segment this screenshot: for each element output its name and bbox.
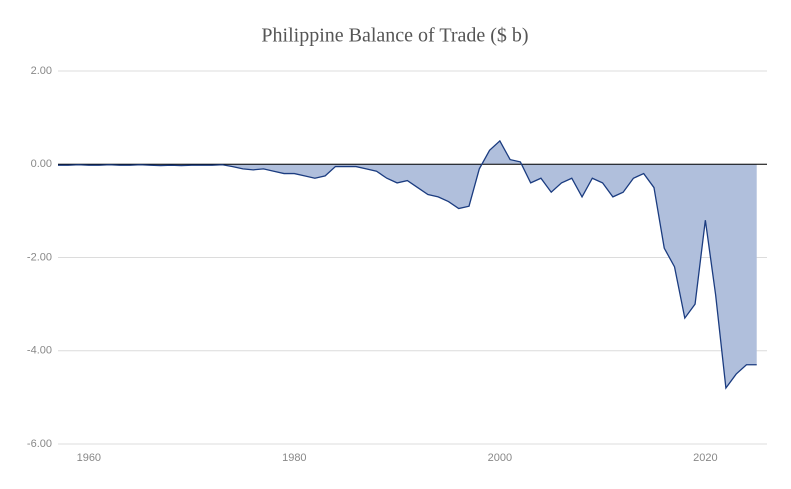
y-tick-label: 0.00 xyxy=(31,158,52,170)
line xyxy=(58,139,757,390)
x-tick-label: 2020 xyxy=(693,452,717,464)
chart-title: Philippine Balance of Trade ($ b) xyxy=(261,25,528,47)
x-tick-label: 1960 xyxy=(77,452,101,464)
x-tick-label: 1980 xyxy=(282,452,306,464)
x-tick-label: 2000 xyxy=(488,452,512,464)
area xyxy=(58,140,757,389)
y-tick-label: -4.00 xyxy=(27,345,52,357)
y-tick-label: -6.00 xyxy=(27,438,52,450)
y-tick-label: -2.00 xyxy=(27,251,52,263)
y-tick-label: 2.00 xyxy=(31,65,52,77)
